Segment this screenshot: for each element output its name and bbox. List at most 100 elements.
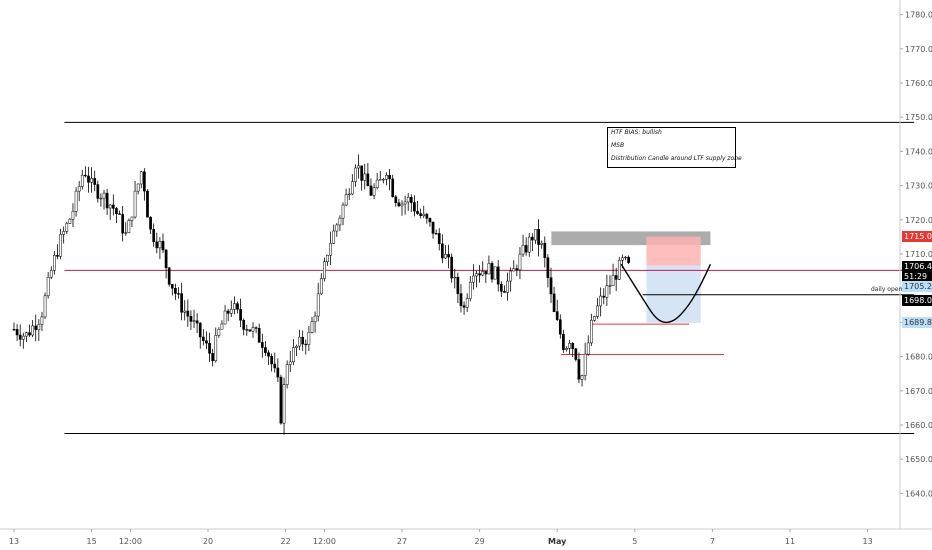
target-zone xyxy=(646,265,701,323)
candle-body xyxy=(136,183,140,192)
candle xyxy=(450,253,454,283)
y-axis-ticks[interactable]: 1640.001650.001660.001670.001680.001690.… xyxy=(900,11,932,499)
candle xyxy=(574,347,578,362)
candle xyxy=(102,189,106,210)
candle-body xyxy=(394,196,398,203)
candle-body xyxy=(499,283,503,292)
candle xyxy=(394,194,398,207)
candle-body xyxy=(363,173,367,181)
candle-body xyxy=(608,285,612,287)
candle xyxy=(534,229,537,244)
candle-body xyxy=(298,336,301,347)
candle-body xyxy=(450,256,454,279)
candle-body xyxy=(484,271,488,275)
candle xyxy=(223,304,227,325)
candle xyxy=(462,301,466,315)
y-tick-label: 1720.00 xyxy=(905,216,932,225)
candle xyxy=(444,245,447,260)
candle-body xyxy=(400,203,404,207)
candle-body xyxy=(621,257,624,261)
candle-body xyxy=(428,218,432,223)
candle-body xyxy=(475,273,478,277)
candle-body xyxy=(571,343,575,350)
candle-body xyxy=(468,281,472,299)
candle-body xyxy=(59,234,62,257)
candle-body xyxy=(313,315,317,322)
candle xyxy=(65,221,69,235)
candle-body xyxy=(577,359,581,380)
candle xyxy=(177,287,180,299)
candle-body xyxy=(211,353,215,362)
candle xyxy=(282,377,286,435)
candle-body xyxy=(310,321,314,333)
y-tick-label: 1770.00 xyxy=(905,45,932,54)
candle xyxy=(155,232,159,254)
candle-body xyxy=(229,309,233,314)
candle xyxy=(341,202,345,226)
price-tag: 1698.08 xyxy=(902,295,932,306)
candle xyxy=(264,341,267,357)
candle xyxy=(459,284,463,313)
candle-body xyxy=(177,293,180,295)
candle xyxy=(298,329,301,351)
candle xyxy=(403,195,407,215)
candle xyxy=(270,353,273,372)
y-tick-label: 1760.00 xyxy=(905,79,932,88)
candle-body xyxy=(599,295,603,307)
candle xyxy=(614,267,618,292)
candle xyxy=(323,257,326,282)
candle-body xyxy=(382,179,385,181)
candle xyxy=(257,323,261,343)
candle xyxy=(201,329,205,346)
price-tag: 1705.20 xyxy=(902,281,932,293)
candle-body xyxy=(478,273,481,276)
candle-body xyxy=(155,241,159,249)
candle-body xyxy=(326,254,329,262)
candle-body xyxy=(270,355,273,365)
candle-body xyxy=(335,224,339,232)
candle-body xyxy=(540,242,544,245)
candle-body xyxy=(459,293,463,306)
candle xyxy=(472,264,475,290)
candle-body xyxy=(31,325,34,336)
candle-body xyxy=(180,293,183,313)
candle-body xyxy=(329,243,332,256)
candle xyxy=(285,360,289,389)
x-tick-label: 12:00 xyxy=(119,537,142,546)
x-axis-ticks[interactable]: 13 15 12:00 20 22 12:00 27 29 May 5 7 11 13 xyxy=(9,529,873,546)
candle-body xyxy=(295,345,298,348)
candle-body xyxy=(198,322,202,338)
candle xyxy=(143,168,146,201)
candle-body xyxy=(493,266,497,280)
candle xyxy=(627,255,630,265)
candle-body xyxy=(465,298,469,308)
candle xyxy=(369,178,373,197)
candle xyxy=(350,174,354,196)
candle xyxy=(531,233,534,252)
candle xyxy=(307,326,311,351)
annotation-line-2: MSB xyxy=(611,142,625,149)
candle xyxy=(481,261,485,277)
candle xyxy=(180,282,183,321)
candle xyxy=(292,339,295,366)
candle xyxy=(115,206,118,224)
candle xyxy=(422,205,426,219)
candle xyxy=(568,339,571,355)
candle xyxy=(301,330,305,351)
candle xyxy=(105,188,109,216)
bias-annotation-box[interactable]: HTF BIAS: bullish MSB Distribution Candl… xyxy=(607,127,742,168)
candle xyxy=(25,331,28,343)
candle xyxy=(316,282,320,322)
candle-body xyxy=(521,245,525,255)
candle-body xyxy=(611,275,615,286)
candle xyxy=(518,247,522,280)
candle xyxy=(84,166,87,178)
candle-body xyxy=(186,310,190,317)
candle-body xyxy=(568,343,571,349)
candle-body xyxy=(56,255,59,257)
candle xyxy=(409,194,413,212)
candle xyxy=(586,335,590,356)
candle xyxy=(74,187,78,217)
candle xyxy=(344,188,348,207)
